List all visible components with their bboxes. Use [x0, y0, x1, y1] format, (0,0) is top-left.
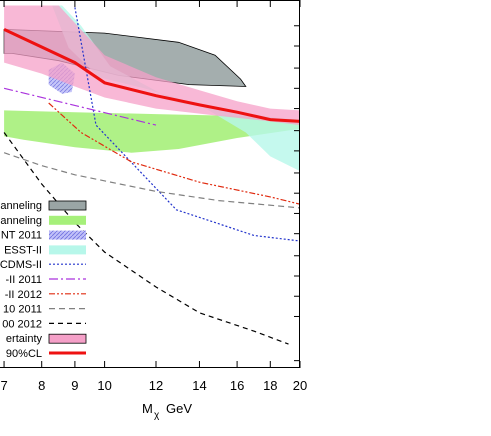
x-tick-label-16: 16 [230, 378, 244, 393]
legend-label-9: ertainty [6, 333, 43, 345]
legend-label-6: -II 2012 [5, 289, 42, 301]
region-r_pink [4, 5, 300, 126]
legend-label-0: anneling [0, 200, 42, 212]
x-axis-title-main: M [142, 401, 153, 416]
axis-ticks: 7 8 9 10 12 14 16 18 20 [0, 0, 307, 393]
legend-label-10: 90%CL [6, 348, 42, 360]
series-line-s_xenon2011 [3, 152, 300, 209]
x-axis-title-sub: χ [154, 410, 160, 421]
legend-label-2: NT 2011 [1, 230, 42, 242]
legend-label-1: anneling [0, 215, 42, 227]
regions-layer [3, 5, 300, 172]
x-tick-label-7: 7 [0, 378, 7, 393]
x-tick-label-18: 18 [263, 378, 277, 393]
legend-label-7: 10 2011 [3, 304, 42, 316]
x-tick-label-20: 20 [293, 378, 307, 393]
legend-label-4: CDMS-II [0, 259, 42, 271]
x-tick-label-8: 8 [38, 378, 45, 393]
legend-label-8: 00 2012 [2, 318, 42, 330]
series-layer [3, 7, 300, 345]
series-line-s_edel2012 [48, 102, 300, 205]
x-tick-label-14: 14 [192, 378, 206, 393]
legend-swatch-1 [49, 215, 86, 225]
series-line-s_xenon2012 [3, 132, 289, 345]
region-r_cyan [52, 5, 300, 172]
series-line-s_limit [3, 28, 300, 123]
x-tick-label-12: 12 [149, 378, 163, 393]
x-tick-label-9: 9 [71, 378, 78, 393]
legend-swatch-3 [49, 245, 86, 255]
x-tick-label-10: 10 [97, 378, 111, 393]
legend-label-3: ESST-II [4, 244, 42, 256]
plot-frame [0, 0, 300, 368]
series-line-s_cdms [74, 7, 300, 242]
x-axis-title-unit: GeV [166, 401, 192, 416]
plot-area [3, 5, 300, 345]
legend: anneling anneling NT 2011 ESST-II CDMS-II -II… [0, 200, 87, 360]
x-axis-title: M χ GeV [142, 401, 192, 421]
region-r_green [4, 110, 300, 153]
legend-swatch-9 [48, 333, 87, 344]
legend-swatch-2 [49, 230, 86, 240]
legend-swatch-0 [48, 200, 87, 211]
legend-label-5: -II 2011 [6, 274, 43, 286]
